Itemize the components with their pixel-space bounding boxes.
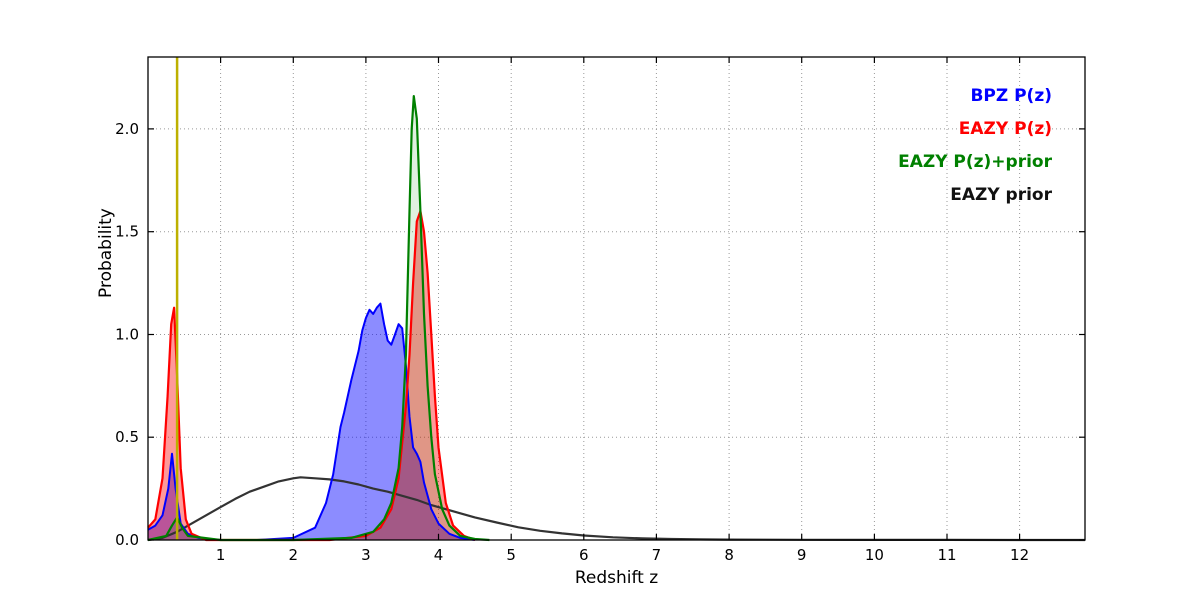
svg-text:3: 3 — [361, 546, 371, 564]
legend-item-bpz-pz: BPZ P(z) — [970, 86, 1052, 106]
svg-text:1.5: 1.5 — [115, 223, 139, 241]
svg-text:0.5: 0.5 — [115, 428, 139, 446]
svg-text:7: 7 — [652, 546, 662, 564]
svg-text:2: 2 — [289, 546, 299, 564]
x-axis-label: Redshift z — [574, 568, 659, 588]
legend-item-eazy-pz: EAZY P(z) — [958, 119, 1052, 139]
svg-text:11: 11 — [937, 546, 956, 564]
legend: BPZ P(z) EAZY P(z) EAZY P(z)+prior EAZY … — [898, 80, 1052, 212]
legend-item-eazy-prior: EAZY prior — [950, 185, 1052, 205]
svg-text:9: 9 — [797, 546, 807, 564]
svg-text:10: 10 — [865, 546, 884, 564]
svg-text:0.0: 0.0 — [115, 531, 139, 549]
svg-text:6: 6 — [579, 546, 589, 564]
svg-text:5: 5 — [506, 546, 516, 564]
svg-text:1: 1 — [216, 546, 226, 564]
svg-text:8: 8 — [724, 546, 734, 564]
svg-text:4: 4 — [434, 546, 444, 564]
svg-text:1.0: 1.0 — [115, 326, 139, 344]
svg-text:2.0: 2.0 — [115, 120, 139, 138]
legend-item-eazy-pz-prior: EAZY P(z)+prior — [898, 152, 1052, 172]
svg-text:12: 12 — [1010, 546, 1029, 564]
